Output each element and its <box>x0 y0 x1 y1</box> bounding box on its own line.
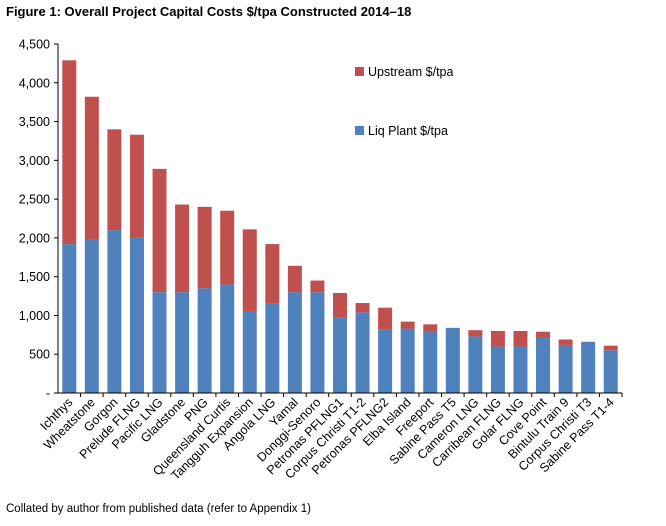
bar-liq-plant <box>265 303 280 393</box>
bar-series <box>62 60 618 393</box>
bar-upstream <box>558 339 573 345</box>
bar-upstream <box>175 204 190 293</box>
legend-label-liq-plant: Liq Plant $/tpa <box>368 124 448 138</box>
bar-upstream <box>536 331 551 338</box>
bar-upstream <box>378 307 393 330</box>
figure-title: Figure 1: Overall Project Capital Costs … <box>6 4 412 19</box>
bar-upstream <box>400 321 415 329</box>
y-tick-label: 4,500 <box>19 38 50 52</box>
bar-upstream <box>84 96 99 240</box>
bar-upstream <box>423 324 438 331</box>
y-tick-label: 3,500 <box>19 115 50 129</box>
bar-liq-plant <box>355 312 370 393</box>
bar-upstream <box>107 129 122 231</box>
y-tick-label: 2,000 <box>19 231 50 245</box>
y-tick-label: 4,000 <box>19 76 50 90</box>
bar-upstream <box>62 60 77 245</box>
stacked-bar-chart: - 500 1,000 1,500 2,000 2,500 3,000 3,500 4,000 4… <box>19 38 623 483</box>
y-axis-ticks: - 500 1,000 1,500 2,000 2,500 3,000 3,500 4,000 4… <box>19 38 58 401</box>
y-tick-label: 500 <box>29 348 50 362</box>
bar-liq-plant <box>333 317 347 393</box>
bar-liq-plant <box>378 329 393 393</box>
bar-liq-plant <box>536 337 551 393</box>
bar-liq-plant <box>581 341 596 393</box>
legend-swatch-upstream <box>355 67 364 76</box>
legend-label-upstream: Upstream $/tpa <box>368 65 454 79</box>
legend-swatch-liq-plant <box>355 126 364 135</box>
bar-liq-plant <box>152 292 167 393</box>
bar-liq-plant <box>423 330 438 393</box>
bar-upstream <box>355 303 370 313</box>
bar-liq-plant <box>107 230 122 393</box>
bar-liq-plant <box>603 350 618 393</box>
bar-upstream <box>513 330 528 347</box>
bar-liq-plant <box>400 328 415 393</box>
bar-upstream <box>468 330 483 337</box>
legend: Upstream $/tpa Liq Plant $/tpa <box>355 65 454 138</box>
bar-upstream <box>152 168 167 293</box>
bar-upstream <box>333 292 347 318</box>
bar-liq-plant <box>129 237 144 393</box>
bar-liq-plant <box>175 292 190 393</box>
bar-liq-plant <box>242 311 257 393</box>
bar-upstream <box>310 280 325 293</box>
y-tick-label: 1,000 <box>19 309 50 323</box>
y-tick-label: 1,500 <box>19 270 50 284</box>
y-tick-label: 2,500 <box>19 193 50 207</box>
y-tick-label: 3,000 <box>19 154 50 168</box>
bar-liq-plant <box>490 346 505 393</box>
bar-liq-plant <box>468 336 483 393</box>
bar-liq-plant <box>220 284 235 393</box>
bar-upstream <box>242 229 257 312</box>
bar-liq-plant <box>287 292 302 393</box>
bar-liq-plant <box>197 288 212 393</box>
bar-upstream <box>129 134 144 238</box>
bar-upstream <box>220 210 235 285</box>
bar-upstream <box>265 244 280 304</box>
bar-upstream <box>490 330 505 347</box>
bar-upstream <box>287 265 302 293</box>
bar-liq-plant <box>62 244 77 393</box>
bar-upstream <box>603 345 618 351</box>
bar-liq-plant <box>513 346 528 393</box>
bar-liq-plant <box>558 344 573 393</box>
bar-upstream <box>197 206 212 289</box>
bar-liq-plant <box>84 239 99 393</box>
bar-liq-plant <box>310 292 325 393</box>
source-note: Collated by author from published data (… <box>6 503 311 515</box>
bar-liq-plant <box>445 327 460 393</box>
y-tick-label: - <box>46 387 50 401</box>
